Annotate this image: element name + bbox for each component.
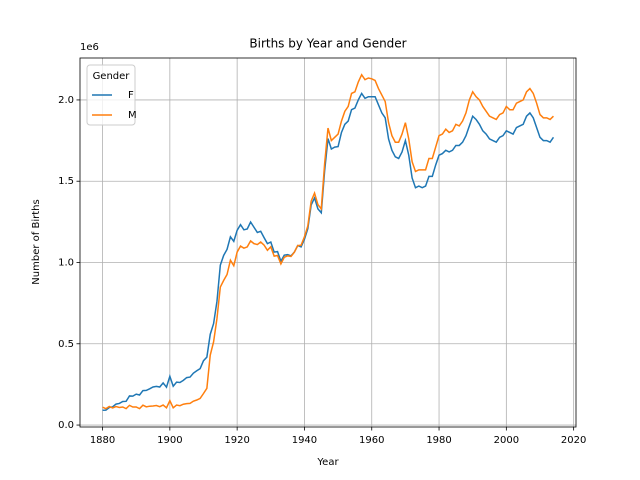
series-line xyxy=(102,91,555,412)
x-tick-label: 1980 xyxy=(426,435,451,446)
x-tick-label: 1880 xyxy=(90,435,115,446)
y-axis-label: Number of Births xyxy=(31,199,42,284)
x-axis-label: Year xyxy=(316,457,339,468)
y-tick-label: 1.5 xyxy=(58,176,74,187)
legend-label: F xyxy=(128,90,134,101)
x-tick-label: 1920 xyxy=(224,435,249,446)
x-tick-label: 2020 xyxy=(561,435,586,446)
x-tick-label: 1900 xyxy=(157,435,182,446)
x-tick-label: 1940 xyxy=(292,435,317,446)
x-tick-label: 2000 xyxy=(494,435,519,446)
chart-title: Births by Year and Gender xyxy=(249,37,406,51)
legend-label: M xyxy=(128,110,137,121)
y-tick-label: 0.0 xyxy=(58,420,74,431)
axes-frame xyxy=(79,57,577,428)
x-tick-label: 1960 xyxy=(359,435,384,446)
y-tick-label: 2.0 xyxy=(58,95,74,106)
series-line xyxy=(102,73,554,410)
legend: Gender FM xyxy=(86,64,137,126)
y-offset-label: 1e6 xyxy=(80,42,99,53)
legend-title: Gender xyxy=(93,71,131,82)
y-tick-label: 0.5 xyxy=(58,339,74,350)
y-tick-label: 1.0 xyxy=(58,257,74,268)
